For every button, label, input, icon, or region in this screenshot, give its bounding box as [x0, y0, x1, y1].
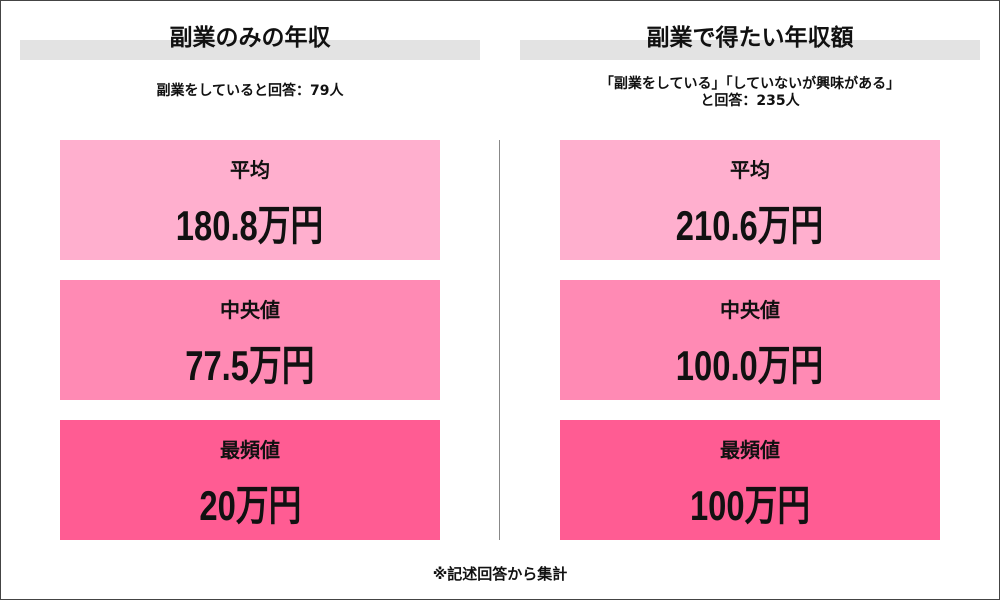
- stat-label: 中央値: [220, 298, 280, 322]
- stat-label: 最頻値: [720, 438, 780, 462]
- column-divider: [499, 140, 500, 540]
- left-title: 副業のみの年収: [169, 25, 331, 51]
- stat-value: 77.5万円: [185, 342, 315, 389]
- stat-value: 100.0万円: [676, 342, 824, 389]
- stat-value: 100万円: [689, 482, 811, 529]
- left-median-box: 中央値 77.5万円: [60, 280, 440, 400]
- footnote: ※記述回答から集計: [432, 565, 568, 583]
- right-subtitle-line2: と回答：235人: [700, 93, 800, 109]
- stat-label: 中央値: [720, 298, 780, 322]
- left-mode-box: 最頻値 20万円: [60, 420, 440, 540]
- stat-label: 平均: [730, 158, 770, 182]
- left-mean-box: 平均 180.8万円: [60, 140, 440, 260]
- right-header-bar: [520, 40, 980, 60]
- stat-value: 210.6万円: [676, 202, 824, 249]
- left-header-bar: [20, 40, 480, 60]
- right-mean-box: 平均 210.6万円: [560, 140, 940, 260]
- stat-label: 最頻値: [220, 438, 280, 462]
- stat-label: 平均: [230, 158, 270, 182]
- right-subtitle-line1: 「副業をしている」「していないが興味がある」: [599, 76, 901, 92]
- right-mode-box: 最頻値 100万円: [560, 420, 940, 540]
- right-title: 副業で得たい年収額: [646, 25, 854, 51]
- right-median-box: 中央値 100.0万円: [560, 280, 940, 400]
- left-subtitle: 副業をしていると回答：79人: [156, 83, 344, 99]
- stat-value: 180.8万円: [176, 202, 324, 249]
- stat-value: 20万円: [199, 482, 301, 529]
